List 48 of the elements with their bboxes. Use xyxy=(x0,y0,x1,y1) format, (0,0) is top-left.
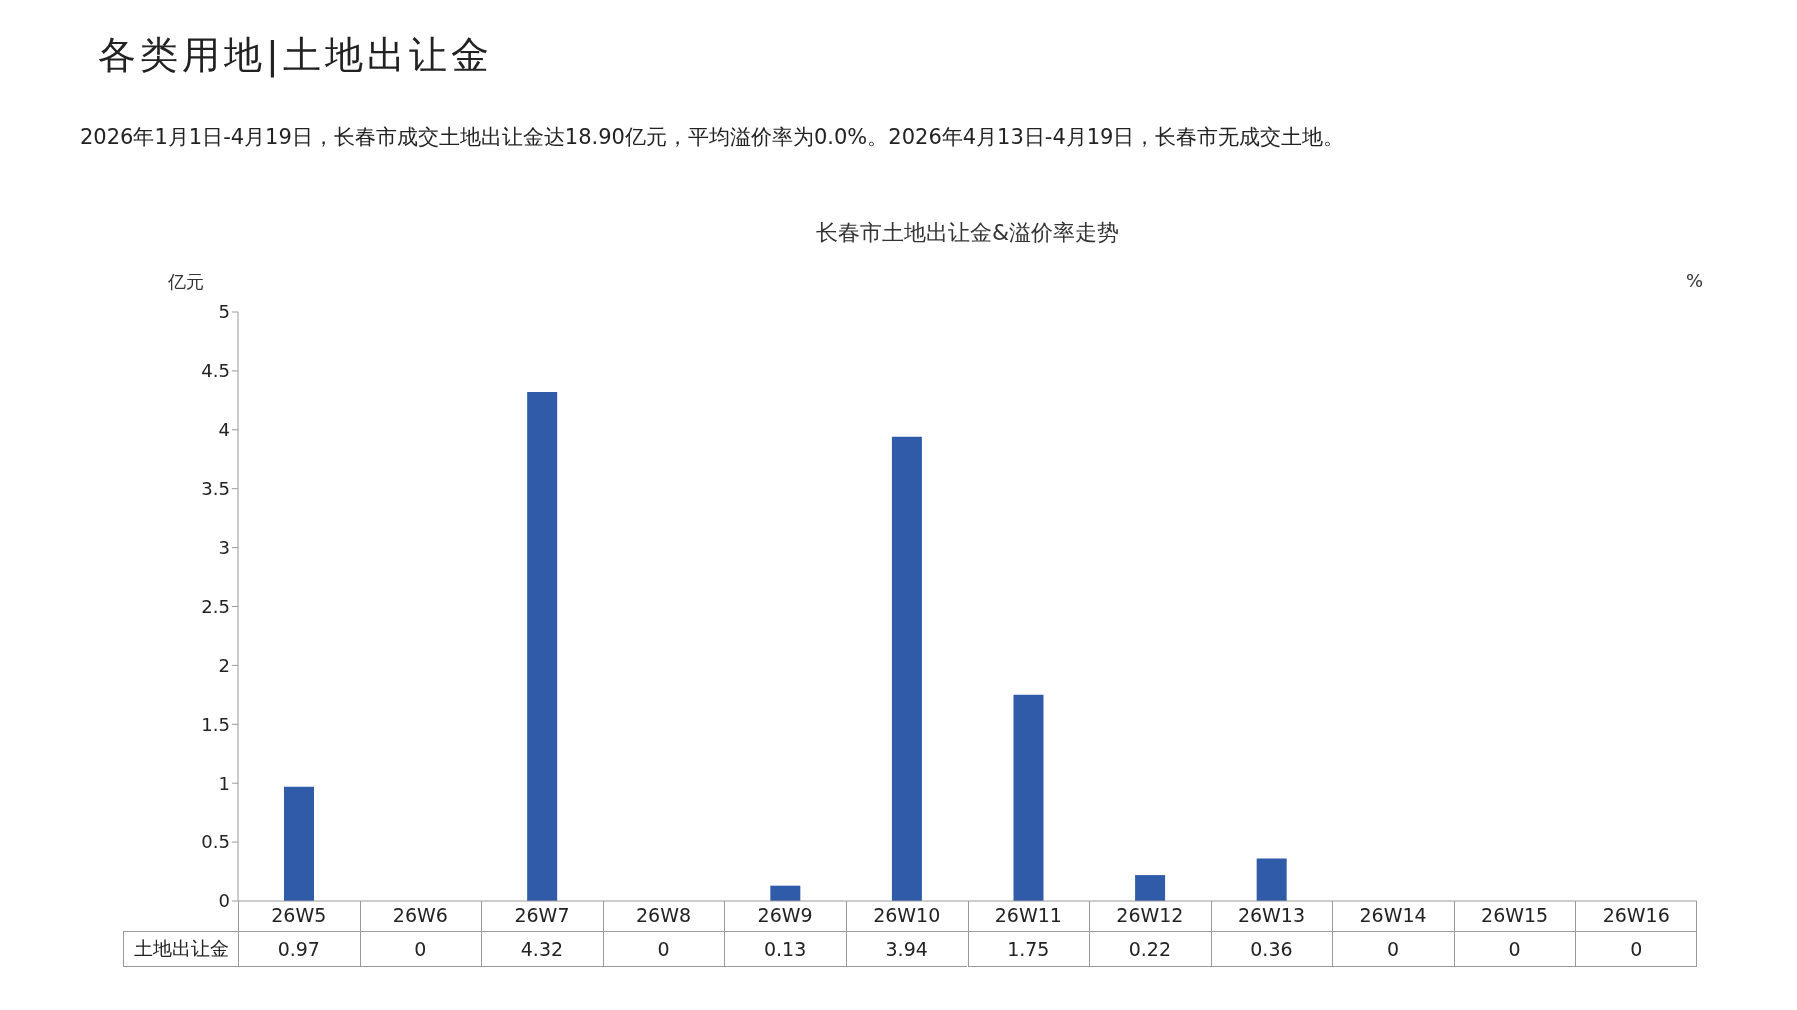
chart-title: 长春市土地出让金&溢价率走势 xyxy=(814,219,1121,247)
y-tick-label: 1 xyxy=(218,772,230,794)
y-tick-label: 1.5 xyxy=(201,713,230,735)
bar xyxy=(527,392,558,901)
data-label: 0.36 xyxy=(1249,937,1294,962)
y-tick-label: 3.5 xyxy=(201,478,230,500)
x-tick-label: 26W8 xyxy=(636,904,692,927)
data-label: 0 xyxy=(413,937,428,962)
bar xyxy=(1013,694,1044,901)
data-label: 1.75 xyxy=(1006,937,1051,962)
y-tick-label: 4 xyxy=(218,419,230,441)
data-label: 0.22 xyxy=(1127,937,1172,962)
data-label: 0 xyxy=(1386,937,1401,962)
x-tick-label: 26W16 xyxy=(1602,904,1670,927)
bar xyxy=(770,885,801,901)
x-tick-label: 26W12 xyxy=(1116,904,1184,927)
data-label: 0 xyxy=(1507,937,1522,962)
x-tick-label: 26W13 xyxy=(1237,904,1306,927)
x-tick-label: 26W5 xyxy=(271,904,327,927)
y-tick-label: 4.5 xyxy=(201,360,230,382)
y-tick-label: 5 xyxy=(218,301,230,323)
x-tick-label: 26W9 xyxy=(757,904,813,927)
y2-axis-title: % xyxy=(1686,270,1704,291)
bar xyxy=(284,786,314,901)
y-axis-title: 亿元 xyxy=(168,270,204,294)
y-tick-label: 0 xyxy=(218,890,230,912)
y-tick-label: 2 xyxy=(218,654,230,676)
data-label: 0.97 xyxy=(276,937,321,962)
data-label: 0 xyxy=(656,937,671,962)
y-tick-label: 3 xyxy=(218,536,230,558)
y-tick-label: 0.5 xyxy=(201,831,230,853)
data-label: 0.13 xyxy=(762,937,808,962)
data-label: 3.94 xyxy=(884,937,929,962)
data-label: 4.32 xyxy=(519,937,565,962)
x-tick-label: 26W11 xyxy=(994,904,1062,927)
y-tick-label: 2.5 xyxy=(201,595,230,617)
x-tick-label: 26W14 xyxy=(1359,904,1427,927)
text: 2026年1月1日-4月19日，长春市成交土地出让金达18.90亿元，平均溢价率为0.0%。2026年4月13日-4月19日，长春市无成交土地。 xyxy=(80,124,1345,151)
x-tick-label: 26W6 xyxy=(392,904,448,927)
x-tick-label: 26W10 xyxy=(873,904,941,927)
text: 各类用地|土地出让金 xyxy=(98,32,493,80)
bar xyxy=(1256,858,1287,901)
x-tick-label: 26W15 xyxy=(1481,904,1549,927)
bar xyxy=(891,436,922,901)
text: 土地出让金 xyxy=(123,931,238,967)
data-label: 0 xyxy=(1629,937,1644,962)
x-tick-label: 26W7 xyxy=(514,904,570,927)
bar xyxy=(1135,875,1166,901)
